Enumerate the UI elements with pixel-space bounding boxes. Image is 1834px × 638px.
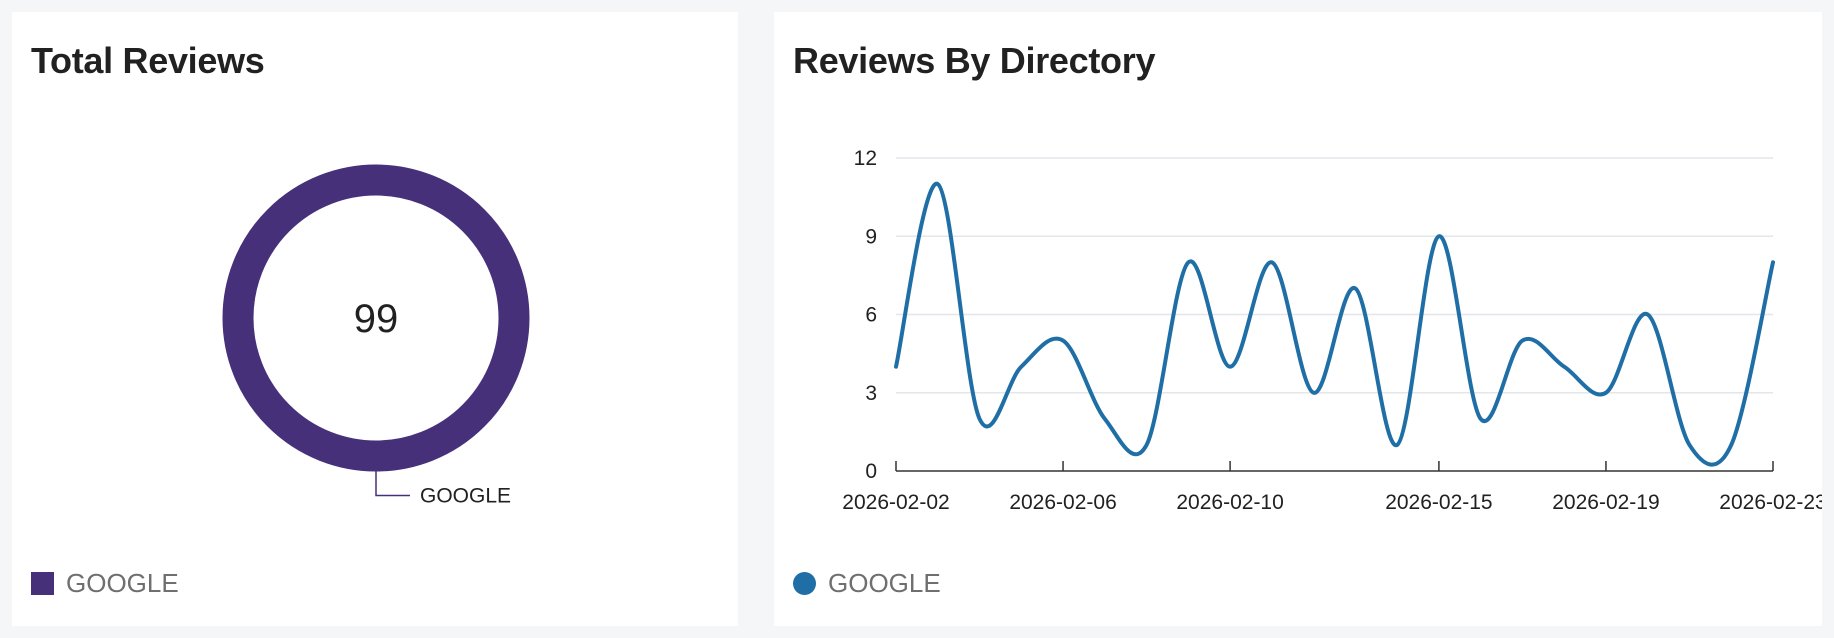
- x-tick-label-2026-02-06: 2026-02-06: [1009, 491, 1116, 514]
- donut-center-value: 99: [354, 297, 399, 341]
- legend-swatch-google: [31, 571, 54, 595]
- x-tick-label-2026-02-23: 2026-02-23: [1719, 491, 1822, 514]
- data-point-2026-02-06[interactable]: [1056, 334, 1070, 348]
- data-point-2026-02-20[interactable]: [1641, 308, 1655, 322]
- reviews-by-directory-card: Reviews By Directory 0 3 6 9 12 2026-02-02 202…: [774, 12, 1822, 626]
- x-tick-label-2026-02-02: 2026-02-02: [842, 491, 949, 514]
- legend-label-google: GOOGLE: [828, 567, 941, 598]
- y-tick-label-0: 0: [865, 460, 877, 483]
- y-tick-label-9: 9: [865, 225, 877, 248]
- y-tick-label-6: 6: [865, 304, 877, 327]
- data-point-2026-02-02[interactable]: [889, 360, 903, 374]
- data-point-2026-02-21[interactable]: [1682, 438, 1696, 452]
- donut-leader-line: [375, 471, 410, 497]
- total-reviews-donut-chart: 99 GOOGLE: [222, 164, 530, 508]
- data-point-2026-02-23[interactable]: [1766, 255, 1780, 269]
- data-point-2026-02-04[interactable]: [973, 412, 987, 426]
- x-tick-label-2026-02-19: 2026-02-19: [1552, 491, 1659, 514]
- donut-slice-label-google: GOOGLE: [420, 485, 511, 508]
- x-tick-label-2026-02-15: 2026-02-15: [1385, 491, 1492, 514]
- series-line-google[interactable]: [894, 182, 1775, 467]
- data-point-2026-02-11[interactable]: [1265, 255, 1279, 269]
- legend-label-google: GOOGLE: [66, 567, 179, 598]
- total-reviews-legend[interactable]: GOOGLE: [31, 568, 179, 598]
- data-point-2026-02-07[interactable]: [1098, 412, 1112, 426]
- data-point-2026-02-19[interactable]: [1599, 386, 1613, 400]
- y-tick-label-12: 12: [854, 147, 877, 170]
- data-point-2026-02-10[interactable]: [1223, 360, 1237, 374]
- data-point-2026-02-03[interactable]: [931, 177, 945, 191]
- data-point-2026-02-15[interactable]: [1432, 229, 1446, 243]
- data-point-2026-02-22[interactable]: [1724, 438, 1738, 452]
- reviews-by-directory-legend[interactable]: GOOGLE: [793, 568, 941, 598]
- data-point-2026-02-14[interactable]: [1390, 438, 1404, 452]
- total-reviews-title: Total Reviews: [31, 40, 265, 81]
- total-reviews-card: Total Reviews 99 GOOGLE GOOGLE: [12, 12, 738, 626]
- data-point-2026-02-09[interactable]: [1181, 255, 1195, 269]
- reviews-by-directory-title: Reviews By Directory: [793, 40, 1156, 81]
- legend-dot-google: [793, 571, 816, 595]
- data-point-2026-02-18[interactable]: [1557, 360, 1571, 374]
- y-tick-label-3: 3: [865, 382, 877, 405]
- x-tick-label-2026-02-10: 2026-02-10: [1176, 491, 1283, 514]
- data-point-2026-02-12[interactable]: [1307, 386, 1321, 400]
- data-point-2026-02-08[interactable]: [1140, 438, 1154, 452]
- data-point-2026-02-05[interactable]: [1014, 360, 1028, 374]
- data-point-2026-02-16[interactable]: [1474, 412, 1488, 426]
- donut-slice-google[interactable]: [222, 164, 530, 472]
- data-point-2026-02-17[interactable]: [1515, 334, 1529, 348]
- reviews-by-directory-line-chart: 0 3 6 9 12 2026-02-02 2026-02-06 2026-02-10 2026…: [842, 147, 1822, 514]
- data-point-2026-02-13[interactable]: [1348, 281, 1362, 295]
